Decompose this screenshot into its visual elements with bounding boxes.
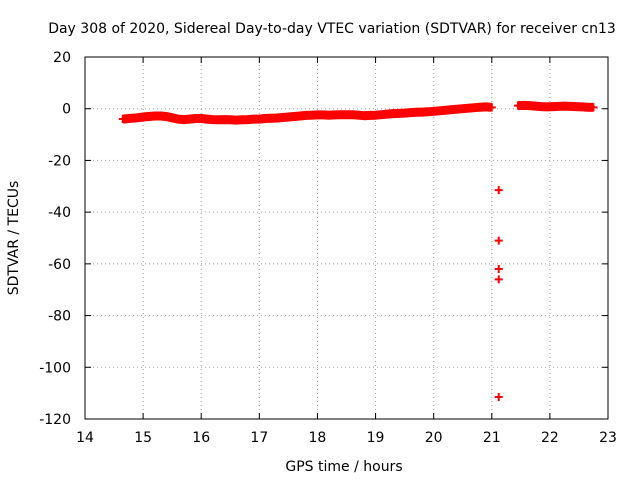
y-tick-label: 0 bbox=[62, 102, 71, 118]
chart-title: Day 308 of 2020, Sidereal Day-to-day VTE… bbox=[48, 21, 616, 37]
y-axis-label: SDTVAR / TECUs bbox=[6, 181, 22, 296]
data-point bbox=[589, 103, 598, 112]
data-point bbox=[168, 113, 177, 122]
y-tick-label: -60 bbox=[48, 257, 71, 273]
data-point bbox=[124, 114, 133, 123]
axis-ticks: 14 15 16 17 18 19 20 21 22 23 20 0 -20 -40 -60 -80 -100 -… bbox=[39, 50, 617, 446]
x-tick-label: 14 bbox=[76, 430, 94, 446]
outlier-point bbox=[494, 236, 503, 245]
x-tick-label: 21 bbox=[483, 430, 501, 446]
x-tick-label: 18 bbox=[309, 430, 327, 446]
x-tick-label: 23 bbox=[599, 430, 617, 446]
outlier-point bbox=[494, 393, 503, 402]
data-points bbox=[118, 100, 598, 402]
y-tick-label: -20 bbox=[48, 153, 71, 169]
x-tick-label: 17 bbox=[250, 430, 268, 446]
y-tick-label: -120 bbox=[39, 412, 71, 428]
y-tick-label: -40 bbox=[48, 205, 71, 221]
x-tick-label: 20 bbox=[425, 430, 443, 446]
data-point bbox=[487, 103, 496, 112]
y-tick-label: -80 bbox=[48, 309, 71, 325]
plot-frame bbox=[84, 56, 609, 420]
outlier-point bbox=[494, 275, 503, 284]
x-tick-label: 22 bbox=[541, 430, 559, 446]
outlier-point bbox=[494, 186, 503, 195]
x-tick-label: 19 bbox=[367, 430, 385, 446]
data-point bbox=[162, 112, 171, 121]
y-tick-label: -100 bbox=[39, 360, 71, 376]
x-tick-label: 15 bbox=[134, 430, 152, 446]
outlier-point bbox=[494, 265, 503, 274]
x-axis-label: GPS time / hours bbox=[285, 459, 402, 475]
x-tick-label: 16 bbox=[192, 430, 210, 446]
y-tick-label: 20 bbox=[53, 50, 71, 66]
